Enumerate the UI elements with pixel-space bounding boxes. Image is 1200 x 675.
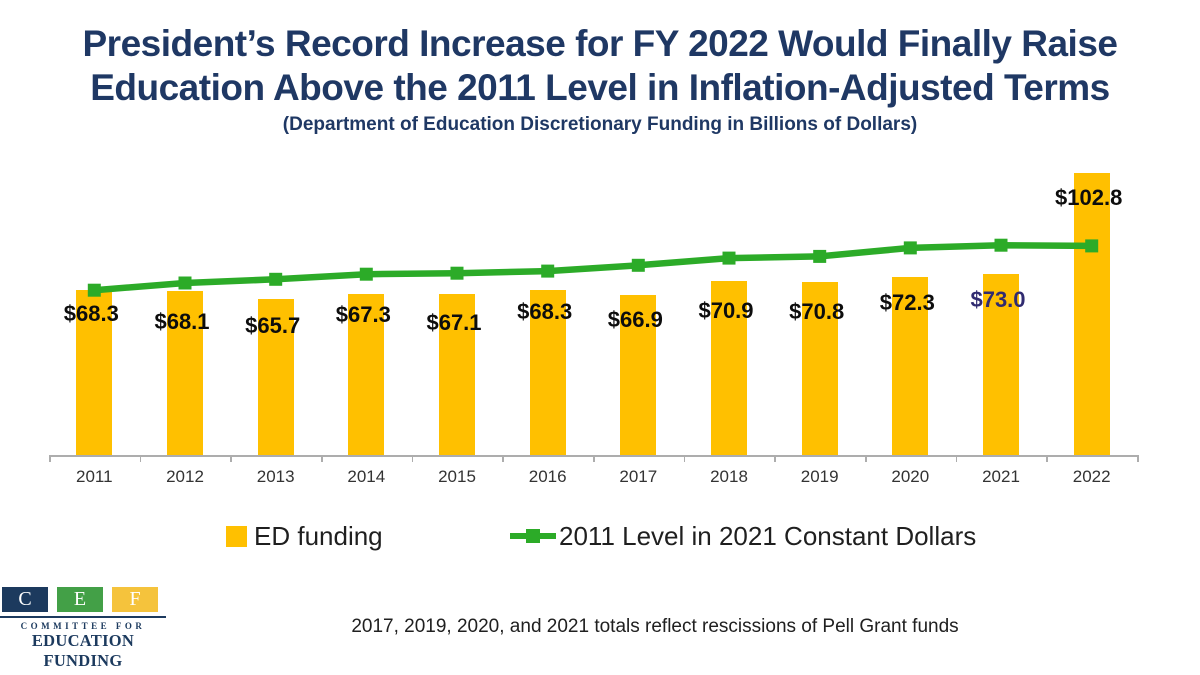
bar-series-swatch-icon xyxy=(226,525,247,547)
x-axis-label-2022: 2022 xyxy=(1072,467,1111,486)
bar-2018 xyxy=(711,281,747,455)
x-axis-tick xyxy=(774,455,776,462)
line-path xyxy=(94,241,1092,294)
x-axis-tick xyxy=(411,455,414,462)
line-marker-2021 xyxy=(994,238,1008,252)
x-axis-tick xyxy=(502,455,504,462)
line-marker-2014 xyxy=(359,267,373,281)
x-axis-label-2017: 2017 xyxy=(619,467,658,486)
x-axis-label-2020: 2020 xyxy=(891,467,930,486)
x-axis-tick xyxy=(321,455,323,462)
x-axis-tick xyxy=(593,455,595,462)
slide-title: President’s Record Increase for FY 2022 … xyxy=(82,23,1119,108)
line-marker-2013 xyxy=(269,272,283,286)
legend-label-constant-dollars: 2011 Level in 2021 Constant Dollars xyxy=(559,520,977,551)
x-axis-tick xyxy=(49,455,51,462)
line-marker-2020 xyxy=(903,241,917,255)
x-axis-label-2016: 2016 xyxy=(528,467,567,486)
bar-value-label-2015: $67.1 xyxy=(426,310,482,336)
logo-divider-top xyxy=(0,616,166,618)
logo-letter-f: F xyxy=(112,587,158,612)
bar-2021 xyxy=(983,274,1019,455)
footnote: 2017, 2019, 2020, and 2021 totals reflec… xyxy=(351,616,959,637)
x-axis-label-2019: 2019 xyxy=(800,467,839,486)
x-axis-tick xyxy=(683,455,686,462)
logo-education-funding: EDUCATION FUNDING xyxy=(31,631,135,670)
bar-value-label-2018: $70.9 xyxy=(698,298,754,324)
x-axis-tick xyxy=(865,455,867,462)
bar-value-label-2013: $65.7 xyxy=(245,313,301,339)
x-axis-tick xyxy=(1137,455,1139,462)
logo-letter-c: C xyxy=(2,587,48,612)
x-axis-label-2015: 2015 xyxy=(438,467,476,486)
legend-label-ed-funding: ED funding xyxy=(254,520,383,551)
bar-2011 xyxy=(76,290,113,455)
x-axis-tick xyxy=(230,455,232,462)
bar-value-label-2014: $67.3 xyxy=(335,301,391,327)
bar-value-label-2017: $66.9 xyxy=(607,307,663,332)
x-axis-tick xyxy=(955,455,958,462)
bar-2012 xyxy=(167,290,203,455)
bar-value-label-2021: $73.0 xyxy=(970,287,1026,313)
x-axis-tick xyxy=(139,455,142,462)
bar-2019 xyxy=(801,281,838,455)
bar-2014 xyxy=(348,293,385,455)
line-swatch-marker xyxy=(526,529,540,543)
bar-value-label-2022: $102.8 xyxy=(1055,184,1123,210)
cef-logo: C E F COMMITTEE FOR EDUCATION FUNDING xyxy=(0,587,166,675)
x-axis-label-2013: 2013 xyxy=(256,467,295,486)
x-axis-label-2018: 2018 xyxy=(710,467,748,486)
x-axis-label-2014: 2014 xyxy=(347,467,386,486)
bar-value-label-2012: $68.1 xyxy=(154,308,210,334)
logo-letter-e: E xyxy=(57,587,103,612)
bar-value-label-2020: $72.3 xyxy=(879,289,935,315)
x-axis-label-2011: 2011 xyxy=(76,467,113,486)
line-marker-2018 xyxy=(722,251,736,265)
x-axis-tick xyxy=(1046,455,1048,462)
bar-value-label-2011: $68.3 xyxy=(63,301,119,327)
bar-2016 xyxy=(529,290,566,455)
bar-2020 xyxy=(892,276,929,455)
line-marker-2015 xyxy=(450,266,464,280)
bar-2017 xyxy=(620,295,657,455)
bar-value-label-2019: $70.8 xyxy=(789,298,845,324)
bar-2013 xyxy=(257,299,294,455)
line-marker-2016 xyxy=(541,264,555,278)
slide-subtitle: (Department of Education Discretionary F… xyxy=(282,114,918,135)
x-axis-label-2021: 2021 xyxy=(982,467,1020,486)
legend-item-constant-dollars: 2011 Level in 2021 Constant Dollars xyxy=(510,518,976,554)
line-marker-2012 xyxy=(178,276,192,290)
logo-committee-for: COMMITTEE FOR xyxy=(20,621,146,631)
bar-2022 xyxy=(1073,172,1110,455)
x-axis-label-2012: 2012 xyxy=(166,467,204,486)
line-marker-2017 xyxy=(631,258,645,272)
line-marker-2019 xyxy=(813,249,827,263)
bar-value-label-2016: $68.3 xyxy=(517,299,573,325)
line-series-swatch-icon xyxy=(510,525,556,547)
bar-2015 xyxy=(439,294,475,455)
cef-logo-squares: C E F xyxy=(0,587,166,612)
legend-item-ed-funding: ED funding xyxy=(226,518,383,554)
